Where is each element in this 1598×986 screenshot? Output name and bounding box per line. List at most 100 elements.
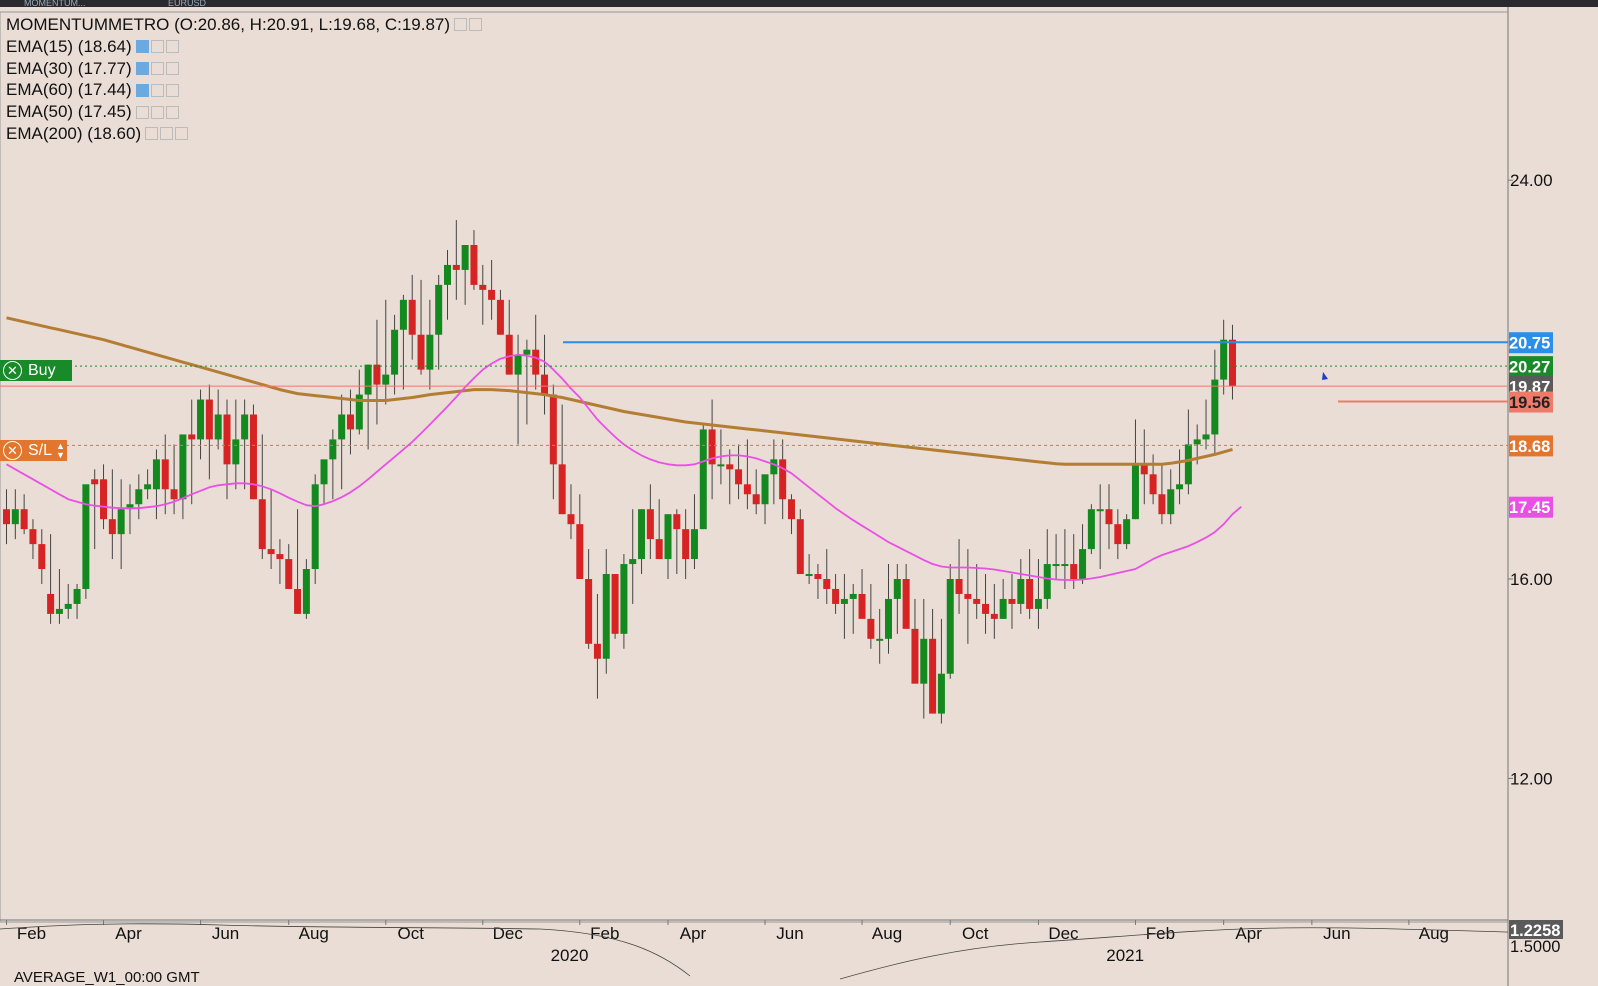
tab-eurusd[interactable]: EURUSD xyxy=(168,0,207,7)
candle-down xyxy=(417,334,425,370)
candle-down xyxy=(38,544,46,570)
candle-up xyxy=(1096,509,1104,512)
legend-ema50-text: EMA(50) (17.45) xyxy=(6,102,132,122)
candle-down xyxy=(576,524,584,579)
legend-ema30-text: EMA(30) (17.77) xyxy=(6,58,132,78)
settings-icon[interactable] xyxy=(454,18,468,32)
candle-down xyxy=(505,334,513,375)
bottom-value-badge xyxy=(1509,920,1563,939)
close-icon[interactable] xyxy=(165,40,179,54)
candle-up xyxy=(126,504,134,510)
candle-down xyxy=(541,374,549,395)
settings-icon[interactable] xyxy=(150,40,164,54)
candle-down xyxy=(585,579,593,644)
price-level-badge xyxy=(1509,435,1553,457)
candle-up xyxy=(761,474,769,505)
candle-up xyxy=(1220,339,1228,380)
price-level-label: 18.68 xyxy=(1509,438,1550,456)
candle-up xyxy=(399,299,407,330)
candle-down xyxy=(911,628,919,684)
candle-down xyxy=(1140,464,1148,475)
close-icon[interactable] xyxy=(175,127,189,141)
candle-up xyxy=(355,394,363,430)
candle-up xyxy=(805,574,813,577)
legend-ema15: EMA(15) (18.64) xyxy=(6,36,482,58)
x-tick-label: Aug xyxy=(1419,924,1449,943)
x-tick-label: Apr xyxy=(115,924,142,943)
legend-ema200-text: EMA(200) (18.60) xyxy=(6,123,142,143)
candle-down xyxy=(91,479,99,485)
candle-down xyxy=(708,429,716,465)
candle-down xyxy=(902,579,910,629)
candle-up xyxy=(770,459,778,475)
settings-icon[interactable] xyxy=(150,105,164,119)
candle-down xyxy=(964,593,972,599)
candle-up xyxy=(717,464,725,467)
price-level-badge xyxy=(1509,496,1553,518)
eye-icon[interactable] xyxy=(135,40,149,54)
chart-legend: MOMENTUMMETRO (O:20.86, H:20.91, L:19.68… xyxy=(6,14,483,145)
buy-order-tag[interactable]: ✕ Buy xyxy=(0,360,72,381)
y-tick-label: 16.00 xyxy=(1510,570,1553,589)
price-level-label: 19.56 xyxy=(1509,394,1550,412)
candle-up xyxy=(241,414,249,440)
candle-up xyxy=(197,399,205,440)
candle-up xyxy=(1061,564,1069,567)
x-tick-label: Aug xyxy=(872,924,902,943)
candle-up xyxy=(1079,549,1087,579)
candle-down xyxy=(452,264,460,270)
settings-icon[interactable] xyxy=(160,127,174,141)
candle-up xyxy=(232,439,240,465)
year-label: 2021 xyxy=(1106,946,1144,965)
close-icon[interactable] xyxy=(165,105,179,119)
x-tick-label: Apr xyxy=(680,924,707,943)
candle-down xyxy=(170,489,178,500)
candle-up xyxy=(849,593,857,599)
candle-down xyxy=(276,554,284,560)
candle-down xyxy=(1105,509,1113,525)
candle-up xyxy=(1052,564,1060,567)
eye-icon[interactable] xyxy=(135,61,149,75)
candle-up xyxy=(1176,484,1184,490)
legend-title-text: MOMENTUMMETRO (O:20.86, H:20.91, L:19.68… xyxy=(6,15,451,34)
ema50-line xyxy=(6,353,1242,581)
settings-icon[interactable] xyxy=(150,83,164,97)
close-order-icon[interactable]: ✕ xyxy=(3,441,22,460)
candle-down xyxy=(205,399,213,440)
candle-down xyxy=(108,519,116,535)
tab-momentummetro[interactable]: MOMENTUM... xyxy=(24,0,86,7)
candle-up xyxy=(1167,489,1175,515)
candle-down xyxy=(285,559,293,589)
settings-icon[interactable] xyxy=(150,61,164,75)
price-chart[interactable]: 24.0016.0012.0020.7520.2719.8719.5618.68… xyxy=(0,7,1598,986)
candle-up xyxy=(946,579,954,674)
candle-up xyxy=(523,349,531,355)
candle-up xyxy=(461,245,469,270)
legend-ema30: EMA(30) (17.77) xyxy=(6,58,482,80)
close-icon[interactable] xyxy=(165,83,179,97)
close-icon[interactable] xyxy=(469,18,483,32)
x-tick-label: Aug xyxy=(299,924,329,943)
eye-icon[interactable] xyxy=(135,83,149,97)
candle-down xyxy=(929,638,937,714)
candle-up xyxy=(885,598,892,639)
eye-icon[interactable] xyxy=(135,105,149,119)
close-order-icon[interactable]: ✕ xyxy=(3,361,22,380)
candle-down xyxy=(858,593,866,619)
candle-down xyxy=(161,459,169,490)
candle-up xyxy=(329,439,337,460)
stop-loss-tag[interactable]: ✕ S/L ▲ ▼ xyxy=(0,440,67,461)
stepper-icon[interactable]: ▲ ▼ xyxy=(56,440,65,460)
top-tab-bar: MOMENTUM... EURUSD xyxy=(0,0,1598,7)
candle-down xyxy=(814,574,822,579)
candles xyxy=(3,220,1236,724)
candle-down xyxy=(1158,494,1166,515)
legend-ema60: EMA(60) (17.44) xyxy=(6,79,482,101)
candle-down xyxy=(249,414,257,500)
candle-down xyxy=(470,245,478,285)
bottom-indicator-line xyxy=(839,927,1509,980)
eye-icon[interactable] xyxy=(145,127,159,141)
close-icon[interactable] xyxy=(165,61,179,75)
candle-up xyxy=(999,598,1007,619)
candle-up xyxy=(117,509,125,535)
